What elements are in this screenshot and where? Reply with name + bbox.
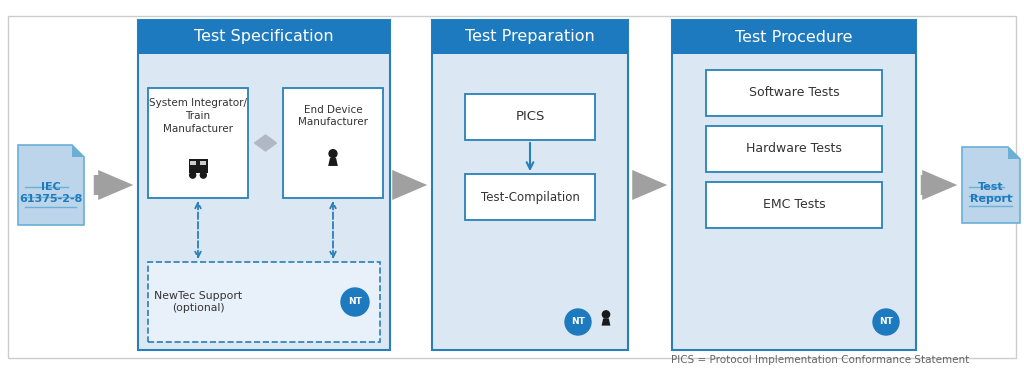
Text: NT: NT	[879, 318, 893, 326]
FancyBboxPatch shape	[8, 16, 1016, 358]
FancyBboxPatch shape	[189, 161, 197, 165]
Circle shape	[189, 172, 196, 178]
Circle shape	[873, 309, 899, 335]
Text: Test Specification: Test Specification	[195, 29, 334, 45]
FancyBboxPatch shape	[148, 88, 248, 198]
Text: PICS: PICS	[515, 110, 545, 124]
Circle shape	[341, 288, 369, 316]
Text: System Integrator/
Train
Manufacturer: System Integrator/ Train Manufacturer	[150, 98, 247, 134]
Text: IEC
61375-2-8: IEC 61375-2-8	[19, 181, 83, 204]
FancyBboxPatch shape	[138, 20, 390, 54]
Circle shape	[329, 150, 337, 158]
Polygon shape	[602, 318, 610, 326]
Text: Test
Report: Test Report	[970, 181, 1012, 204]
FancyBboxPatch shape	[188, 159, 208, 173]
Text: PICS = Protocol Implementation Conformance Statement: PICS = Protocol Implementation Conforman…	[671, 355, 969, 365]
FancyBboxPatch shape	[706, 70, 882, 116]
Text: Test Procedure: Test Procedure	[735, 29, 853, 45]
FancyBboxPatch shape	[672, 20, 916, 54]
FancyBboxPatch shape	[200, 161, 206, 165]
Polygon shape	[18, 145, 84, 225]
FancyBboxPatch shape	[672, 20, 916, 350]
Polygon shape	[328, 158, 338, 166]
FancyBboxPatch shape	[432, 20, 628, 54]
Polygon shape	[1008, 147, 1020, 159]
Text: NT: NT	[571, 318, 585, 326]
Text: End Device
Manufacturer: End Device Manufacturer	[298, 105, 368, 127]
FancyBboxPatch shape	[432, 20, 628, 350]
Text: NT: NT	[348, 297, 361, 307]
FancyBboxPatch shape	[465, 94, 595, 140]
FancyBboxPatch shape	[465, 174, 595, 220]
Circle shape	[565, 309, 591, 335]
FancyBboxPatch shape	[148, 262, 380, 342]
Circle shape	[602, 311, 609, 318]
Polygon shape	[72, 145, 84, 157]
Text: Software Tests: Software Tests	[749, 86, 840, 99]
FancyBboxPatch shape	[706, 182, 882, 228]
Text: Test Preparation: Test Preparation	[465, 29, 595, 45]
FancyBboxPatch shape	[138, 20, 390, 350]
Polygon shape	[962, 147, 1020, 223]
Text: EMC Tests: EMC Tests	[763, 198, 825, 212]
Polygon shape	[255, 135, 276, 151]
Text: NewTec Support
(optional): NewTec Support (optional)	[154, 291, 242, 314]
FancyBboxPatch shape	[706, 126, 882, 172]
Text: Test-Compilation: Test-Compilation	[480, 191, 580, 204]
Text: Hardware Tests: Hardware Tests	[746, 142, 842, 156]
FancyBboxPatch shape	[283, 88, 383, 198]
Circle shape	[201, 172, 206, 178]
